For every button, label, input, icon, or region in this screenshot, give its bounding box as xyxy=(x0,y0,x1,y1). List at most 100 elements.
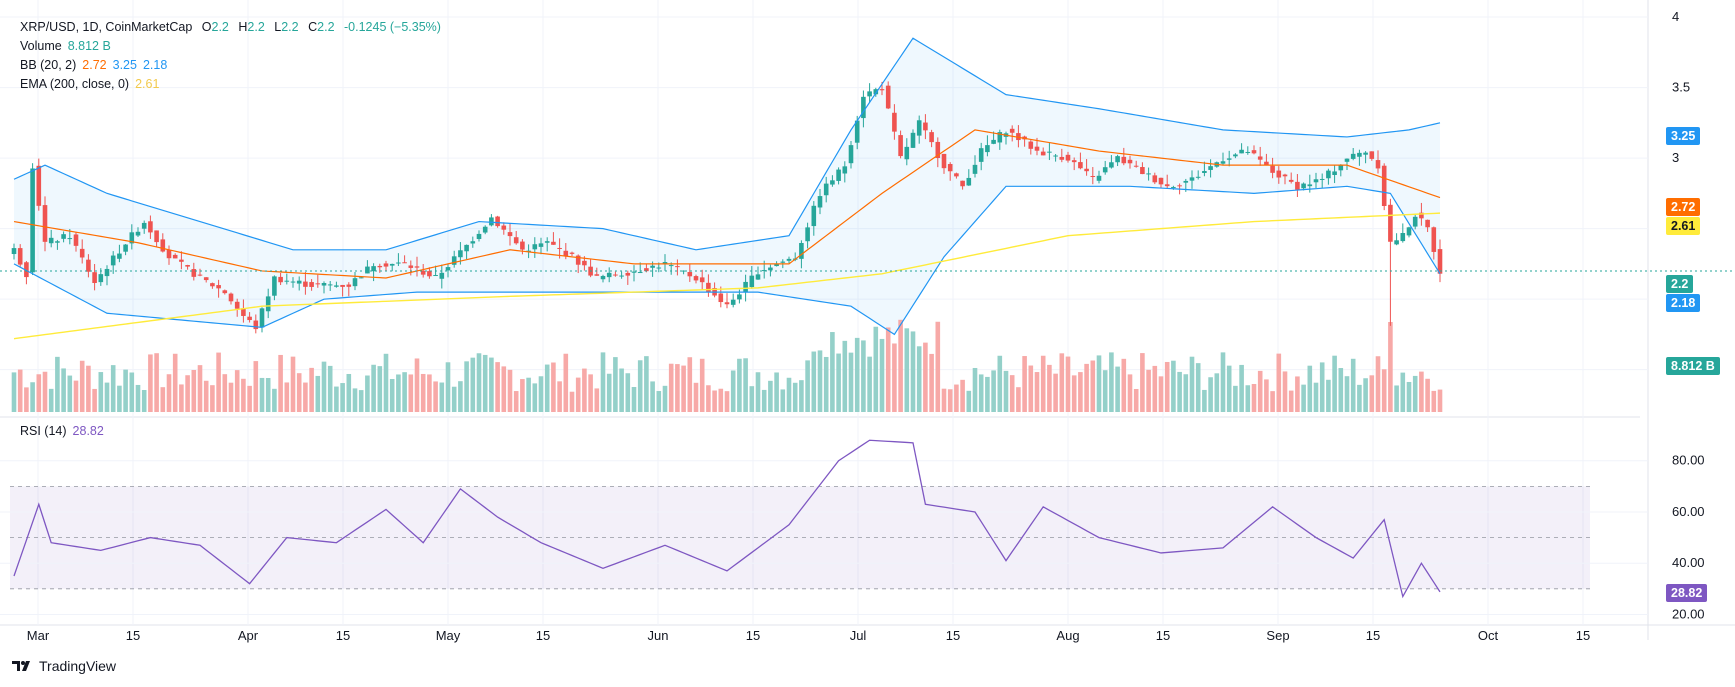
candle-body[interactable] xyxy=(1047,151,1052,153)
volume-bar[interactable] xyxy=(520,379,525,412)
volume-bar[interactable] xyxy=(941,388,947,412)
candle-body[interactable] xyxy=(327,284,333,286)
volume-bar[interactable] xyxy=(216,352,221,412)
candle-body[interactable] xyxy=(1016,133,1021,141)
candle-body[interactable] xyxy=(377,265,383,268)
volume-bar[interactable] xyxy=(104,382,110,412)
candle-body[interactable] xyxy=(997,132,1003,143)
volume-bar[interactable] xyxy=(383,353,389,412)
candle-body[interactable] xyxy=(1171,186,1176,188)
volume-bar[interactable] xyxy=(296,373,302,412)
candle-body[interactable] xyxy=(315,283,321,285)
candle-body[interactable] xyxy=(1071,160,1077,163)
volume-bar[interactable] xyxy=(1202,389,1207,412)
candle-body[interactable] xyxy=(991,139,996,144)
candle-body[interactable] xyxy=(470,241,476,244)
volume-bar[interactable] xyxy=(916,346,922,412)
volume-bar[interactable] xyxy=(495,362,500,412)
candle-body[interactable] xyxy=(420,270,426,275)
volume-bar[interactable] xyxy=(625,373,631,412)
volume-bar[interactable] xyxy=(1133,388,1139,412)
candle-body[interactable] xyxy=(482,226,488,233)
candle-body[interactable] xyxy=(749,275,755,288)
candle-body[interactable] xyxy=(228,293,234,302)
candle-body[interactable] xyxy=(867,91,872,97)
volume-bar[interactable] xyxy=(799,380,804,412)
volume-bar[interactable] xyxy=(600,352,606,412)
candle-body[interactable] xyxy=(811,205,817,227)
volume-bar[interactable] xyxy=(482,354,488,412)
candle-body[interactable] xyxy=(1357,152,1362,157)
candle-body[interactable] xyxy=(978,148,984,162)
candle-body[interactable] xyxy=(272,276,277,296)
volume-bar[interactable] xyxy=(929,353,934,412)
candle-body[interactable] xyxy=(1313,179,1319,183)
candle-body[interactable] xyxy=(1220,161,1226,164)
volume-bar[interactable] xyxy=(451,386,457,412)
volume-bar[interactable] xyxy=(1245,385,1251,412)
candle-body[interactable] xyxy=(1183,180,1189,183)
volume-bar[interactable] xyxy=(1264,379,1269,412)
candle-body[interactable] xyxy=(507,232,513,237)
candle-body[interactable] xyxy=(303,281,308,287)
candle-body[interactable] xyxy=(947,164,953,172)
volume-bar[interactable] xyxy=(247,385,252,412)
volume-bar[interactable] xyxy=(1295,376,1300,412)
candle-body[interactable] xyxy=(241,308,246,316)
candle-body[interactable] xyxy=(520,241,525,250)
candle-body[interactable] xyxy=(1034,146,1040,151)
candle-body[interactable] xyxy=(1381,165,1387,206)
volume-bar[interactable] xyxy=(427,374,432,412)
candle-body[interactable] xyxy=(1350,153,1356,159)
candle-body[interactable] xyxy=(972,164,978,174)
candle-body[interactable] xyxy=(1332,171,1337,175)
volume-bar[interactable] xyxy=(706,385,711,412)
candle-body[interactable] xyxy=(687,272,693,277)
candle-body[interactable] xyxy=(222,290,228,294)
volume-bar[interactable] xyxy=(141,389,147,412)
candle-body[interactable] xyxy=(495,216,500,227)
candle-body[interactable] xyxy=(625,272,631,276)
candle-body[interactable] xyxy=(662,262,668,265)
volume-bar[interactable] xyxy=(48,388,54,412)
candle-body[interactable] xyxy=(129,232,135,244)
candle-body[interactable] xyxy=(346,284,352,287)
volume-bar[interactable] xyxy=(662,385,668,412)
volume-bar[interactable] xyxy=(476,353,482,412)
volume-bar[interactable] xyxy=(730,370,736,412)
candle-body[interactable] xyxy=(823,183,829,196)
candle-body[interactable] xyxy=(476,233,482,240)
candle-body[interactable] xyxy=(1090,176,1096,178)
volume-bar[interactable] xyxy=(408,374,414,412)
volume-bar[interactable] xyxy=(371,364,376,412)
volume-bar[interactable] xyxy=(1233,385,1238,412)
volume-bar[interactable] xyxy=(1301,384,1306,412)
volume-bar[interactable] xyxy=(129,372,135,412)
volume-bar[interactable] xyxy=(11,372,17,412)
candle-body[interactable] xyxy=(1363,152,1368,155)
volume-bar[interactable] xyxy=(1189,356,1195,412)
candle-body[interactable] xyxy=(693,276,699,281)
volume-bar[interactable] xyxy=(1034,372,1040,412)
volume-bar[interactable] xyxy=(1171,360,1176,412)
volume-bar[interactable] xyxy=(985,376,990,412)
candle-body[interactable] xyxy=(718,293,724,303)
candle-body[interactable] xyxy=(699,277,705,283)
volume-bar[interactable] xyxy=(1226,365,1232,412)
volume-bar[interactable] xyxy=(966,390,972,412)
candle-body[interactable] xyxy=(879,89,885,91)
volume-bar[interactable] xyxy=(805,360,810,412)
candle-body[interactable] xyxy=(340,284,345,287)
candle-body[interactable] xyxy=(234,301,240,309)
volume-bar[interactable] xyxy=(420,373,426,412)
candle-body[interactable] xyxy=(600,275,606,280)
candle-body[interactable] xyxy=(1394,240,1399,245)
candle-body[interactable] xyxy=(1152,175,1158,183)
volume-bar[interactable] xyxy=(340,383,345,412)
volume-bar[interactable] xyxy=(854,337,860,412)
candle-body[interactable] xyxy=(904,146,910,160)
candle-body[interactable] xyxy=(532,244,538,250)
candle-body[interactable] xyxy=(569,252,575,254)
volume-bar[interactable] xyxy=(1276,353,1282,412)
volume-bar[interactable] xyxy=(1344,376,1350,412)
